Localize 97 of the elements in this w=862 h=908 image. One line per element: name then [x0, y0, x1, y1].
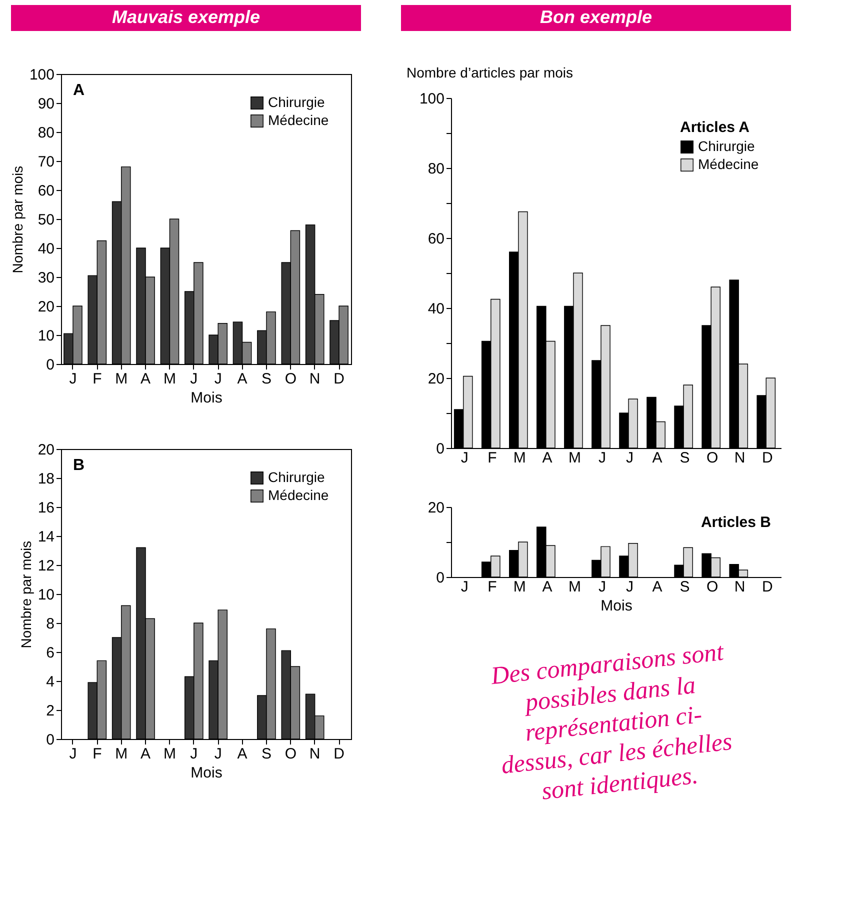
x-tick-label: N: [734, 450, 746, 466]
x-tick-label: M: [513, 450, 526, 466]
y-tick-label: 90: [38, 96, 54, 112]
x-tick-label: M: [513, 578, 526, 596]
x-tick-label: O: [706, 578, 718, 596]
legend-title: Articles A: [680, 119, 750, 136]
x-tick-label: S: [680, 450, 690, 466]
x-tick-label: J: [626, 450, 634, 466]
x-tick-label: O: [706, 450, 718, 466]
x-tick-label: M: [115, 370, 128, 388]
y-tick-label: 10: [38, 586, 54, 604]
x-tick-label: A: [140, 370, 151, 388]
y-tick-label: 20: [38, 298, 54, 316]
x-tick-label: A: [237, 370, 248, 388]
x-tick-label: A: [542, 578, 552, 596]
x-tick-label: A: [140, 746, 151, 762]
x-tick-label: J: [626, 578, 634, 596]
y-tick-label: 30: [38, 270, 54, 286]
y-axis-title: Nombre par mois: [18, 540, 34, 648]
y-tick-label: 0: [46, 356, 54, 374]
chart-title: Mauvais exemple: [112, 7, 260, 27]
y-tick-label: 0: [46, 732, 54, 748]
x-tick-label: J: [214, 370, 222, 388]
x-tick-label: M: [163, 370, 176, 388]
x-tick-label: N: [734, 578, 746, 596]
y-tick-label: 2: [46, 702, 54, 720]
y-tick-label: 20: [428, 500, 444, 516]
x-tick-label: A: [652, 450, 662, 466]
y-tick-label: 12: [38, 558, 54, 574]
x-tick-label: F: [488, 450, 497, 466]
y-tick-label: 20: [428, 370, 444, 388]
legend-label: Médecine: [268, 112, 329, 128]
legend-label: Chirurgie: [268, 469, 326, 485]
legend-label: Médecine: [268, 487, 329, 503]
x-tick-label: A: [237, 746, 248, 762]
x-tick-label: F: [92, 370, 102, 388]
annotation: Articles B: [700, 514, 772, 531]
y-tick-label: 40: [38, 240, 54, 258]
y-tick-label: 18: [38, 470, 54, 488]
legend-label: Chirurgie: [268, 94, 326, 110]
x-tick-label: A: [542, 450, 552, 466]
x-tick-label: M: [568, 450, 581, 466]
y-tick-label: 40: [428, 300, 444, 318]
x-tick-label: S: [261, 370, 272, 388]
x-axis-title: Mois: [600, 598, 632, 614]
x-tick-label: J: [460, 578, 468, 596]
x-tick-label: O: [284, 370, 296, 388]
x-tick-label: F: [488, 578, 497, 596]
y-tick-label: 60: [38, 182, 54, 200]
x-axis-title: Mois: [190, 390, 222, 406]
x-tick-label: J: [214, 746, 222, 762]
y-tick-label: 60: [428, 230, 444, 248]
y-tick-label: 0: [436, 570, 444, 586]
x-tick-label: D: [334, 370, 345, 388]
x-tick-label: N: [309, 746, 320, 762]
y-tick-label: 80: [428, 160, 444, 178]
x-tick-label: O: [284, 746, 296, 762]
y-axis-title: Nombre d’articles par mois: [406, 64, 573, 80]
y-tick-label: 20: [38, 442, 54, 458]
annotation: B: [73, 457, 85, 474]
x-tick-label: F: [92, 746, 102, 762]
x-tick-label: S: [261, 746, 272, 762]
x-tick-label: J: [460, 450, 468, 466]
y-tick-label: 4: [46, 674, 54, 690]
y-tick-label: 8: [46, 616, 54, 632]
y-axis-title: Nombre par mois: [9, 166, 26, 274]
x-tick-label: M: [115, 746, 128, 762]
x-tick-label: D: [762, 578, 773, 596]
chart-title: Bon exemple: [540, 7, 652, 27]
y-tick-label: 50: [38, 212, 54, 228]
x-tick-label: D: [334, 746, 345, 762]
x-tick-label: J: [69, 746, 77, 762]
x-tick-label: A: [652, 578, 662, 596]
y-tick-label: 6: [46, 644, 54, 662]
text: Des comparaisons sont possibles dans la représentation ci-dessus, car les échelles sont identiques.: [488, 638, 734, 806]
x-axis-title: Mois: [190, 764, 222, 782]
x-tick-label: M: [163, 746, 176, 762]
y-tick-label: 16: [38, 500, 54, 516]
y-tick-label: 0: [436, 440, 444, 458]
legend-label: Chirurgie: [698, 138, 756, 154]
y-tick-label: 100: [29, 66, 54, 84]
x-tick-label: J: [598, 450, 606, 466]
y-tick-label: 80: [38, 124, 54, 142]
x-tick-label: S: [680, 578, 690, 596]
x-tick-label: J: [190, 746, 198, 762]
legend-label: Médecine: [698, 156, 759, 172]
y-tick-label: 14: [38, 528, 54, 546]
x-tick-label: N: [309, 370, 320, 388]
annotation: A: [73, 82, 85, 99]
x-tick-label: J: [190, 370, 198, 388]
x-tick-label: M: [568, 578, 581, 596]
x-tick-label: J: [598, 578, 606, 596]
y-tick-label: 70: [38, 154, 54, 170]
x-tick-label: J: [69, 370, 77, 388]
y-tick-label: 100: [419, 90, 444, 108]
y-tick-label: 10: [38, 328, 54, 344]
x-tick-label: D: [762, 450, 773, 466]
